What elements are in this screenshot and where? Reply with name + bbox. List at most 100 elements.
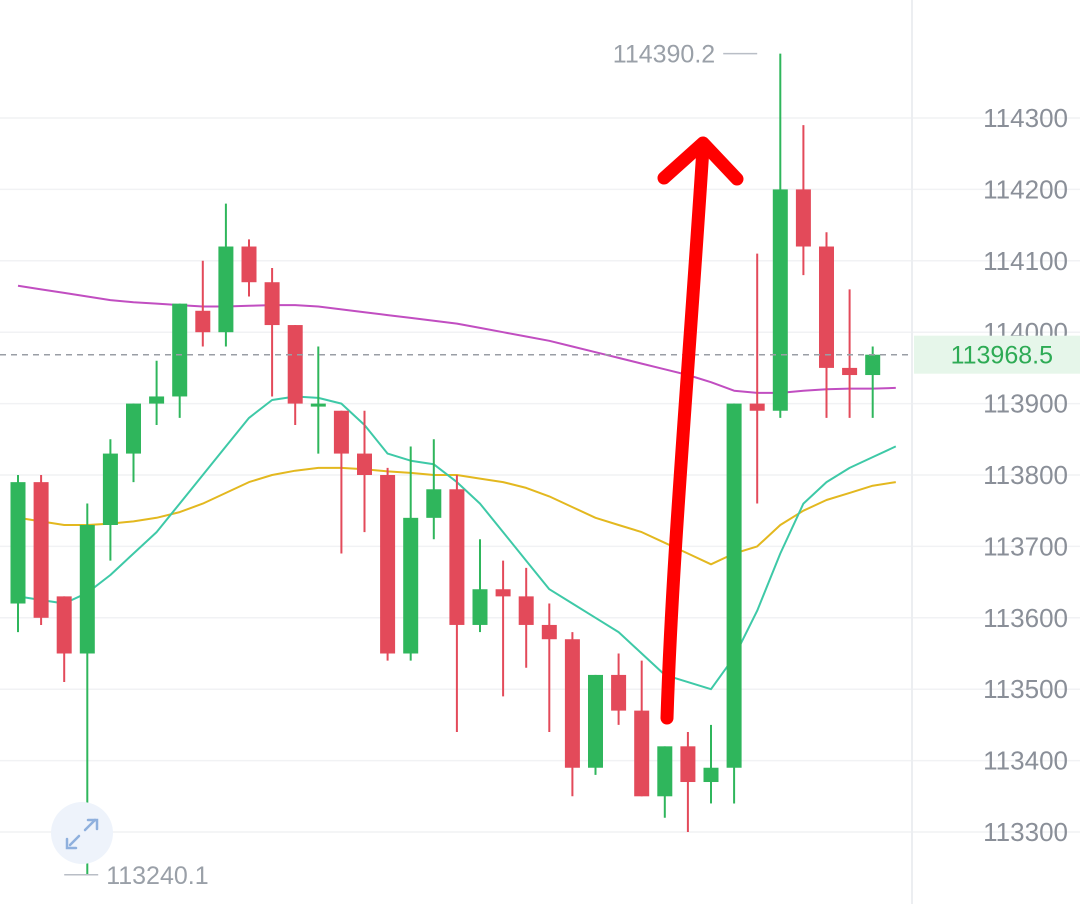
y-tick-label: 113300 — [983, 817, 1068, 847]
y-tick-label: 113500 — [983, 674, 1068, 704]
candle — [749, 253, 765, 504]
candle — [403, 446, 419, 661]
candles — [10, 53, 881, 875]
candle-body — [495, 589, 511, 597]
candle — [195, 260, 211, 347]
candle-body — [634, 710, 650, 797]
candle — [657, 746, 673, 818]
candle-body — [126, 403, 141, 454]
candle-body — [333, 410, 349, 454]
current-price-tag: 113968.5 — [914, 335, 1080, 374]
candle-body — [149, 396, 165, 404]
candle-body — [842, 367, 858, 376]
candle — [33, 475, 49, 625]
candle-body — [380, 475, 396, 654]
candle-body — [195, 310, 211, 333]
candle — [380, 467, 396, 661]
candle-body — [310, 403, 326, 407]
candle — [518, 567, 534, 668]
candle-body — [172, 303, 188, 397]
candle-body — [564, 639, 580, 768]
candle-body — [33, 482, 49, 618]
candle-body — [795, 189, 811, 247]
candle — [449, 475, 465, 733]
candle-body — [865, 354, 881, 376]
price-axis: 1143001142001141001140001139001138001137… — [983, 103, 1068, 847]
red-arrow-annotation — [657, 136, 744, 725]
candle — [218, 203, 234, 347]
candle — [149, 360, 165, 426]
candle — [310, 346, 326, 454]
candle-body — [426, 489, 442, 518]
candle-body — [819, 246, 834, 368]
candle-body — [79, 524, 95, 654]
candle — [680, 732, 696, 832]
low-marker-label: 113240.1 — [106, 862, 208, 890]
candle-body — [611, 674, 627, 711]
current-price-tag-label: 113968.5 — [951, 342, 1053, 370]
expand-icon[interactable] — [51, 802, 113, 864]
candle — [541, 603, 557, 733]
candle — [703, 724, 719, 804]
candle-body — [357, 453, 372, 475]
candle — [357, 410, 372, 533]
y-tick-label: 113600 — [983, 603, 1068, 633]
red-arrow-shaft — [660, 141, 710, 725]
candle — [102, 439, 118, 561]
candle — [426, 439, 442, 540]
candle-body — [218, 246, 234, 333]
y-tick-label: 113400 — [983, 746, 1068, 776]
candle — [472, 539, 488, 633]
candle-body — [703, 767, 719, 783]
red-arrow-head — [657, 136, 744, 186]
candle-body — [102, 453, 118, 525]
current-price-tag-background — [914, 335, 1080, 374]
candle-body — [403, 517, 419, 654]
candle-body — [449, 489, 465, 625]
candle — [819, 232, 834, 418]
candle — [588, 674, 603, 775]
candle-body — [241, 246, 257, 283]
candle — [495, 560, 511, 697]
y-tick-label: 113900 — [983, 389, 1068, 419]
candle — [564, 632, 580, 797]
candle — [56, 596, 72, 683]
y-tick-label: 114300 — [983, 103, 1068, 133]
y-tick-label: 113800 — [983, 460, 1068, 490]
candle — [865, 346, 881, 418]
candle — [333, 410, 349, 554]
y-tick-label: 114100 — [983, 246, 1068, 276]
candle-body — [657, 746, 673, 797]
candle — [772, 53, 788, 418]
candle — [611, 653, 627, 725]
candle-body — [472, 589, 488, 625]
candle — [264, 267, 280, 397]
candle-body — [680, 746, 696, 783]
candle — [795, 125, 811, 276]
candle — [241, 239, 257, 297]
candle — [10, 475, 26, 633]
extreme-markers: 114390.2 113240.1 — [64, 41, 758, 890]
candle-body — [56, 596, 72, 654]
candle-body — [10, 482, 26, 604]
candle-body — [772, 189, 788, 411]
candle — [842, 289, 858, 418]
y-tick-label: 114200 — [983, 174, 1068, 204]
candle — [172, 303, 188, 418]
candle — [287, 325, 303, 426]
moving-average-line — [17, 284, 896, 394]
candle-body — [749, 403, 765, 411]
candle — [726, 403, 742, 804]
candle-body — [588, 674, 603, 768]
candle-body — [518, 596, 534, 625]
candle — [126, 403, 141, 483]
candle-body — [541, 624, 557, 640]
grid-lines — [0, 117, 1080, 833]
candle-body — [726, 403, 742, 768]
candle — [634, 660, 650, 797]
y-tick-label: 113700 — [983, 531, 1068, 561]
candle-body — [287, 325, 303, 404]
high-marker-label: 114390.2 — [613, 41, 715, 69]
